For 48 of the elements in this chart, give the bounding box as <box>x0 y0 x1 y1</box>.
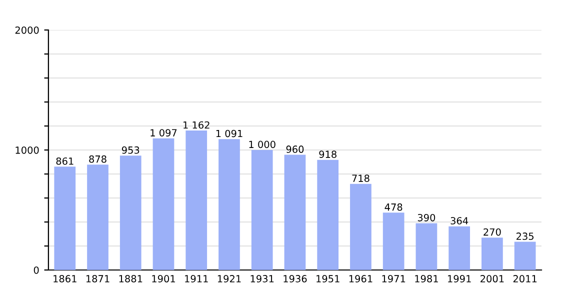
bar <box>382 212 404 270</box>
x-tick-label: 1991 <box>448 275 471 282</box>
x-tick-label: 2011 <box>513 275 537 282</box>
x-tick-label: 1936 <box>284 275 307 282</box>
x-tick-label: 1931 <box>250 275 274 282</box>
data-label: 478 <box>384 203 402 211</box>
bar <box>482 238 503 270</box>
x-tick-label: 1971 <box>382 275 406 282</box>
bar <box>186 130 208 270</box>
data-label: 1 097 <box>150 129 177 136</box>
bar <box>514 242 536 270</box>
bar <box>284 154 306 270</box>
data-label: 878 <box>89 155 106 163</box>
data-label: 960 <box>286 146 304 153</box>
x-tick-label: 2001 <box>480 275 504 282</box>
bar <box>152 138 174 270</box>
bar <box>120 156 142 270</box>
x-tick-label: 1951 <box>316 275 340 282</box>
bar <box>448 226 470 270</box>
data-label: 718 <box>352 174 370 182</box>
y-tick-label: 0 <box>34 266 39 274</box>
y-tick-label: 2000 <box>15 26 39 34</box>
x-tick-label: 1981 <box>415 275 438 282</box>
data-label: 918 <box>319 150 336 158</box>
bar <box>416 223 438 270</box>
bar <box>350 184 372 270</box>
x-tick-label: 1901 <box>152 275 175 282</box>
data-label: 861 <box>56 157 74 165</box>
data-label: 953 <box>122 146 140 154</box>
x-tick-label: 1881 <box>119 275 142 282</box>
data-label: 364 <box>450 217 468 224</box>
x-tick-label: 1911 <box>185 275 208 282</box>
x-tick-label: 1871 <box>86 275 110 282</box>
data-label: 390 <box>418 214 436 222</box>
bar <box>218 139 240 270</box>
x-tick-label: 1961 <box>349 275 372 282</box>
y-tick-label: 1000 <box>16 146 39 154</box>
x-tick-label: 1861 <box>54 275 76 282</box>
bar <box>54 166 76 270</box>
data-label: 235 <box>516 232 534 240</box>
bar <box>251 150 273 270</box>
data-label: 1 000 <box>249 140 276 148</box>
data-label: 270 <box>484 228 501 236</box>
x-tick-label: 1921 <box>218 275 241 282</box>
bar <box>87 164 108 270</box>
data-label: 1 091 <box>216 130 242 138</box>
bar <box>317 160 339 270</box>
data-label: 1 162 <box>184 121 210 129</box>
